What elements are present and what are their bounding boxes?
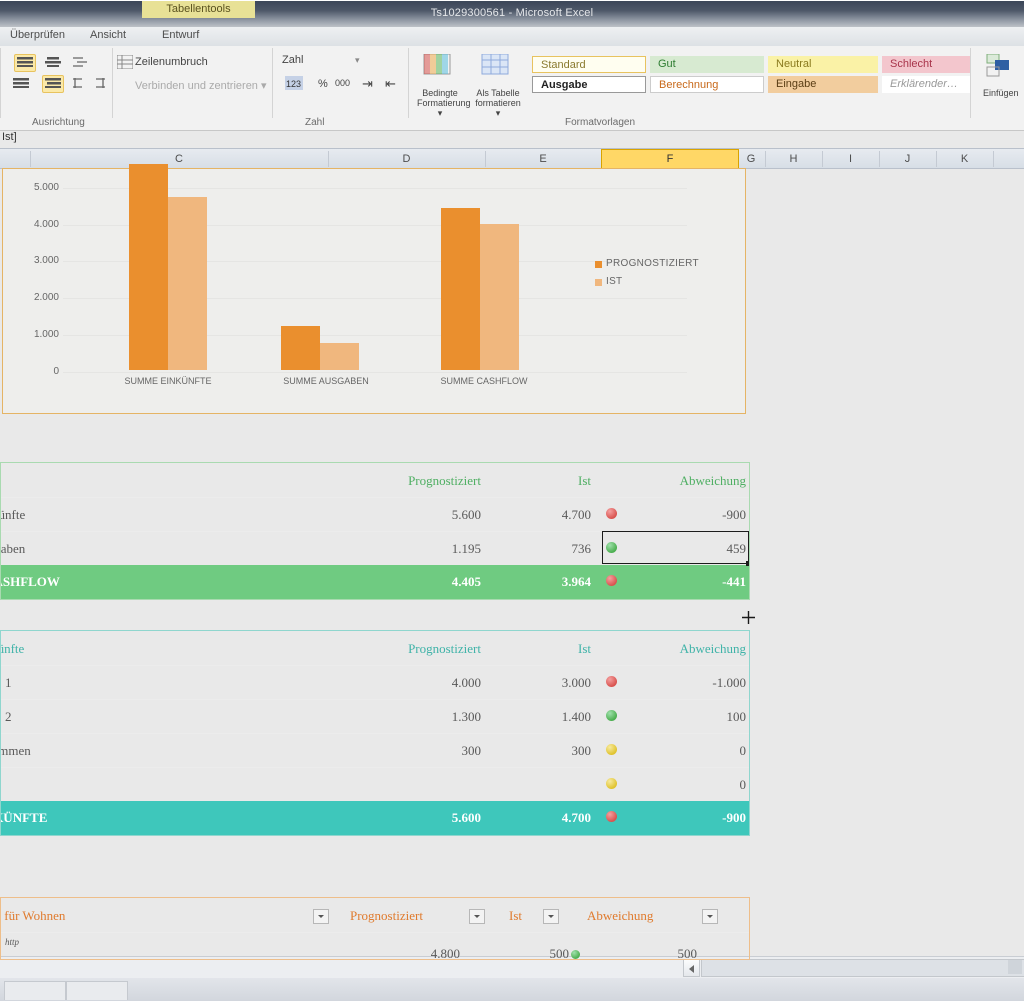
svg-text:123: 123 (286, 79, 301, 89)
